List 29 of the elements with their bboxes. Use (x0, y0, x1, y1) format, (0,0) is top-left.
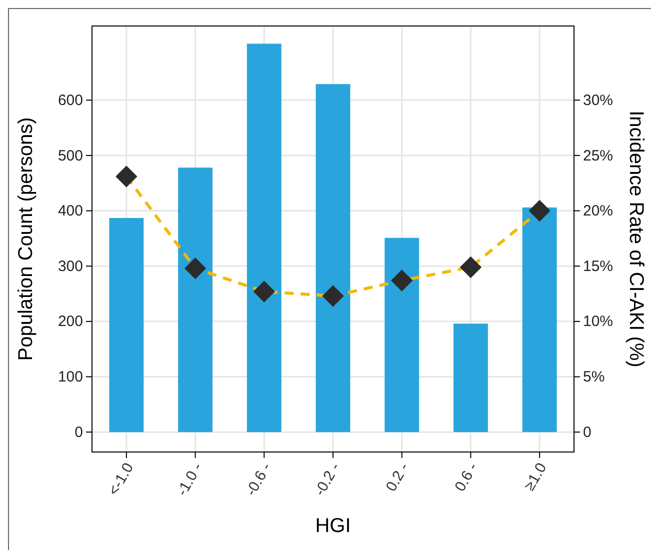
y-tick-label: 400 (58, 202, 83, 220)
x-tick-label: -0.2 - (311, 460, 344, 499)
y2-tick-label: 15% (583, 258, 614, 275)
y-tick-label: 600 (58, 92, 83, 109)
y-tick-label: 0 (74, 424, 83, 441)
y-tick-label: 300 (58, 258, 83, 275)
y2-tick-label: 0 (583, 424, 592, 441)
x-tick-label: -0.6 - (242, 460, 275, 499)
bar (246, 44, 282, 432)
bar (178, 168, 212, 432)
y2-tick-label: 5% (583, 368, 605, 386)
y-tick-label: 200 (58, 313, 83, 330)
y2-tick-label: 25% (583, 147, 614, 164)
y2-tick-label: 20% (583, 202, 614, 220)
x-axis-title: HGI (315, 515, 351, 537)
y-tick-label: 500 (58, 147, 83, 164)
y2-tick-label: 10% (583, 313, 614, 330)
bar (454, 324, 488, 432)
x-tick-label: 0.6 - (452, 460, 482, 495)
y2-tick-label: 30% (583, 92, 614, 109)
bar (109, 218, 144, 432)
bar (384, 238, 420, 432)
y-axis-title: Population Count (persons) (15, 117, 37, 361)
bar (522, 207, 557, 432)
x-tick-label: -1.0 - (174, 460, 206, 499)
y2-axis-title: Incidence Rate of CI-AKI (%) (625, 110, 647, 368)
bar (316, 84, 350, 432)
y-tick-label: 100 (58, 368, 83, 386)
x-tick-label: 0.2 - (382, 460, 413, 495)
